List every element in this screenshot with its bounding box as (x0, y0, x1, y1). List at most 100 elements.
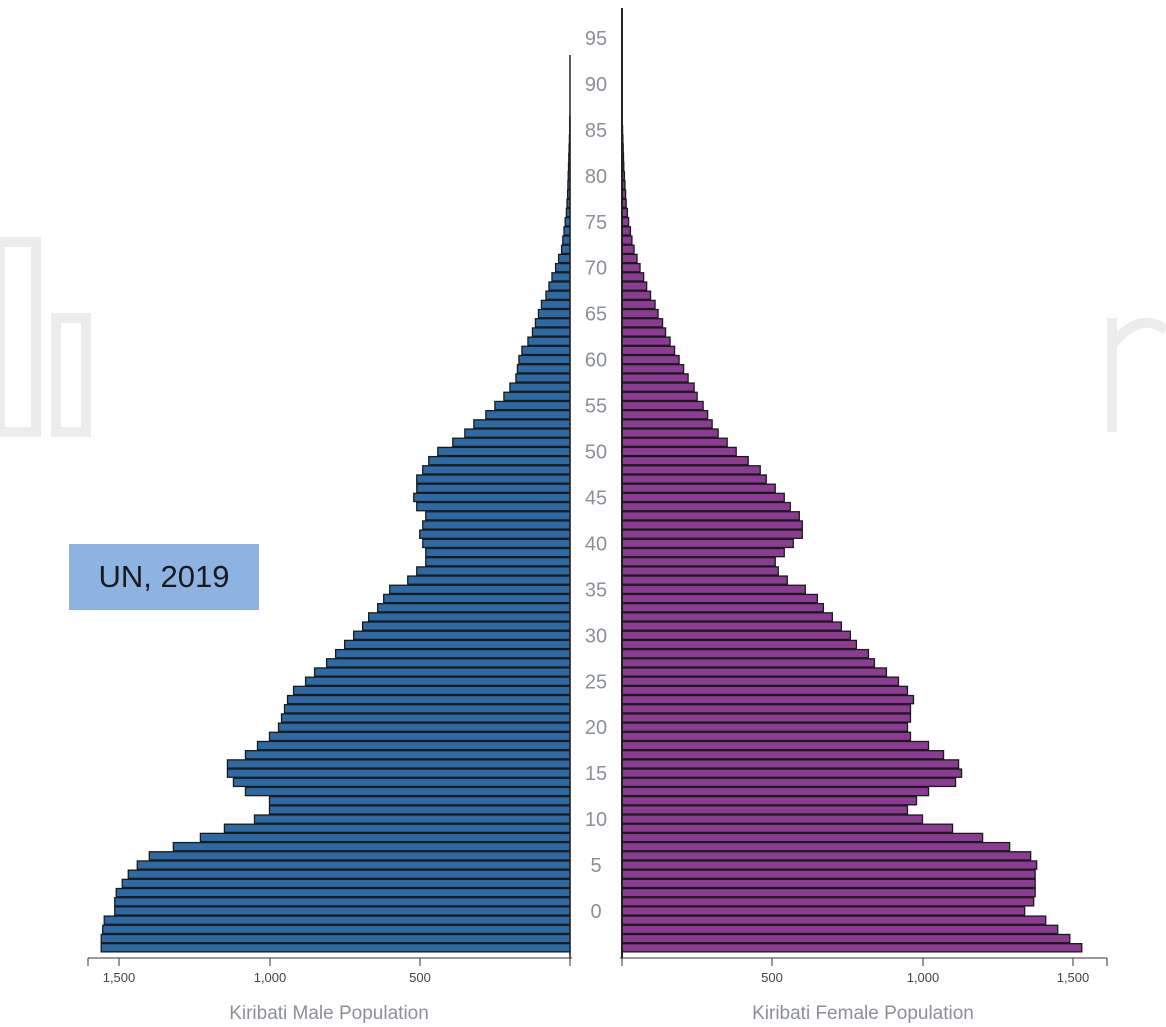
female-bar (621, 777, 957, 788)
female-tick-label: 1,000 (907, 970, 940, 985)
male-bar (172, 841, 571, 852)
female-bar (621, 391, 698, 402)
female-bar (621, 658, 876, 668)
male-bar (268, 731, 571, 742)
male-bar (100, 933, 571, 944)
male-bar (425, 557, 571, 567)
male-bar (554, 262, 571, 273)
male-bar (313, 667, 571, 677)
male-bar (226, 759, 571, 769)
female-bar (621, 336, 671, 346)
male-bar (562, 235, 571, 245)
male-bar (503, 391, 571, 402)
female-axis-title: Kiribati Female Population (752, 1003, 974, 1024)
male-bar (100, 943, 571, 953)
female-bar (621, 906, 1026, 916)
female-bar (621, 253, 638, 264)
female-bar (621, 382, 695, 392)
male-bar (115, 887, 571, 898)
male-bar (527, 336, 571, 346)
age-label: 15 (585, 763, 607, 785)
age-label: 95 (585, 28, 607, 50)
female-bar (621, 639, 858, 650)
male-bar (551, 272, 571, 282)
female-bar (621, 630, 852, 641)
age-label: 50 (585, 442, 607, 464)
female-bar (621, 446, 737, 457)
female-bar (621, 685, 909, 696)
female-bar (621, 244, 635, 255)
male-bar (416, 566, 571, 576)
male-bar (103, 915, 571, 925)
male-bar (413, 492, 571, 503)
female-bar (621, 492, 785, 503)
male-bar (114, 897, 571, 907)
female-bar (621, 612, 834, 622)
female-bar (621, 694, 915, 705)
male-bar (537, 308, 571, 319)
male-bar (531, 327, 571, 337)
male-bar (280, 713, 571, 723)
female-bar (621, 419, 713, 429)
female-bar (621, 602, 824, 613)
male-bar (121, 878, 571, 889)
male-bar (563, 226, 571, 236)
male-bar (540, 299, 571, 310)
female-tick-label: 500 (761, 970, 783, 985)
male-bar (485, 409, 571, 420)
female-x-ticks: 500 1,000 1,500 (621, 958, 1108, 985)
male-bar (334, 648, 571, 659)
age-label: 80 (585, 166, 607, 188)
male-bar (343, 639, 571, 650)
female-bar (621, 851, 1032, 861)
female-bar (621, 704, 912, 714)
age-label: 35 (585, 579, 607, 601)
female-bar (621, 226, 632, 236)
male-bar (425, 547, 571, 558)
female-bar (621, 621, 843, 631)
male-tick-label: 1,000 (254, 970, 287, 985)
age-label: 20 (585, 717, 607, 739)
male-bar (232, 777, 571, 788)
age-label: 25 (585, 671, 607, 693)
male-bar (407, 575, 571, 585)
female-bar (621, 869, 1036, 879)
male-bar (473, 419, 571, 429)
male-bar (419, 529, 571, 539)
female-bar (621, 915, 1047, 925)
female-bar (621, 272, 645, 282)
female-bar (621, 648, 870, 659)
female-bar (621, 474, 767, 484)
female-bar (621, 364, 685, 374)
male-bar (102, 924, 571, 935)
age-axis-labels: 0 5 10 15 20 25 30 35 40 45 50 55 60 65 70 75 80 85 90 95 (585, 28, 607, 923)
female-bar (621, 354, 680, 365)
male-bar (286, 694, 571, 705)
female-bar (621, 897, 1035, 907)
male-bar (548, 281, 571, 291)
female-bar (621, 437, 728, 448)
female-bar (621, 676, 900, 687)
age-label: 75 (585, 212, 607, 234)
female-bar (621, 823, 954, 834)
male-bar (304, 676, 571, 687)
female-bar (621, 722, 909, 732)
male-bar (325, 658, 571, 668)
male-axis-title: Kiribati Male Population (229, 1003, 429, 1024)
female-tick-label: 1,500 (1057, 970, 1090, 985)
male-bar (416, 501, 571, 512)
female-bar (621, 400, 704, 411)
female-bar (621, 557, 776, 567)
male-bar (416, 474, 571, 484)
female-bar (621, 593, 818, 604)
female-bars (621, 115, 1083, 953)
male-bar (464, 428, 571, 438)
age-label: 85 (585, 120, 607, 142)
female-bar (621, 759, 960, 769)
age-label: 70 (585, 258, 607, 280)
male-bars (100, 115, 571, 953)
female-bar (621, 428, 719, 438)
female-bar (621, 786, 930, 797)
female-bar (621, 483, 776, 494)
